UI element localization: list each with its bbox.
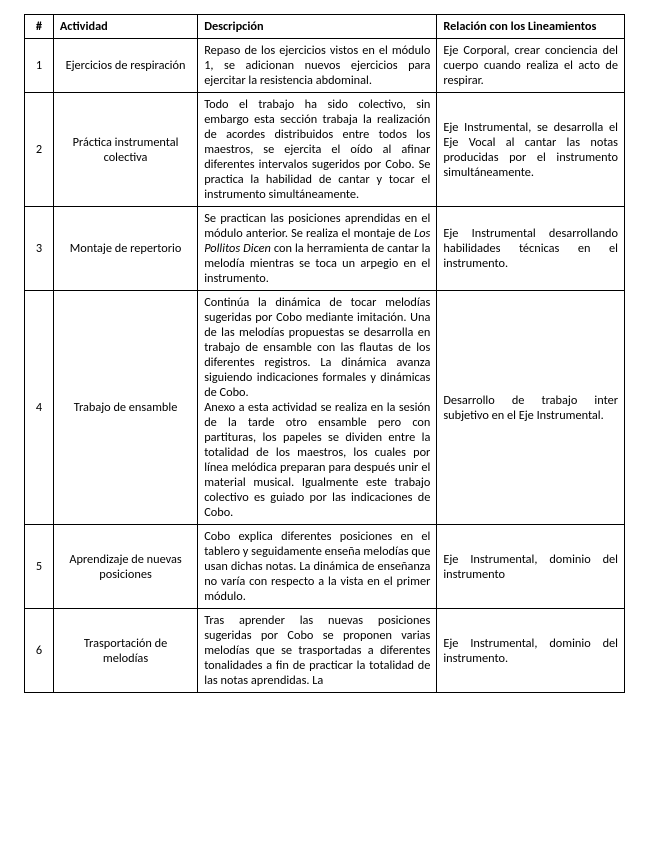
- cell-num: 2: [25, 93, 54, 207]
- cell-descripcion: Se practican las posiciones aprendidas e…: [198, 207, 437, 291]
- table-row: 5 Aprendizaje de nuevas posiciones Cobo …: [25, 525, 625, 609]
- desc-paragraph-2: Anexo a esta actividad se realiza en la …: [204, 400, 430, 520]
- cell-actividad: Aprendizaje de nuevas posiciones: [53, 525, 197, 609]
- cell-num: 6: [25, 609, 54, 693]
- cell-num: 1: [25, 39, 54, 93]
- cell-relacion: Eje Instrumental, dominio del instrument…: [437, 609, 625, 693]
- cell-actividad: Ejercicios de respiración: [53, 39, 197, 93]
- cell-num: 5: [25, 525, 54, 609]
- cell-num: 3: [25, 207, 54, 291]
- table-row: 2 Práctica instrumental colectiva Todo e…: [25, 93, 625, 207]
- cell-descripcion: Tras aprender las nuevas posiciones suge…: [198, 609, 437, 693]
- cell-relacion: Eje Instrumental, se desarrolla el Eje V…: [437, 93, 625, 207]
- cell-relacion: Eje Instrumental, dominio del instrument…: [437, 525, 625, 609]
- header-actividad: Actividad: [53, 15, 197, 39]
- cell-actividad: Montaje de repertorio: [53, 207, 197, 291]
- cell-descripcion: Cobo explica diferentes posiciones en el…: [198, 525, 437, 609]
- cell-relacion: Eje Corporal, crear conciencia del cuerp…: [437, 39, 625, 93]
- cell-descripcion: Todo el trabajo ha sido colectivo, sin e…: [198, 93, 437, 207]
- cell-actividad: Práctica instrumental colectiva: [53, 93, 197, 207]
- header-num: #: [25, 15, 54, 39]
- table-row: 4 Trabajo de ensamble Continúa la dinámi…: [25, 291, 625, 525]
- header-descripcion: Descripción: [198, 15, 437, 39]
- desc-paragraph-1: Continúa la dinámica de tocar melodías s…: [204, 295, 430, 400]
- header-relacion: Relación con los Lineamientos: [437, 15, 625, 39]
- cell-descripcion: Repaso de los ejercicios vistos en el mó…: [198, 39, 437, 93]
- table-row: 1 Ejercicios de respiración Repaso de lo…: [25, 39, 625, 93]
- cell-actividad: Trasportación de melodías: [53, 609, 197, 693]
- cell-actividad: Trabajo de ensamble: [53, 291, 197, 525]
- cell-relacion: Eje Instrumental desarrollando habilidad…: [437, 207, 625, 291]
- table-header-row: # Actividad Descripción Relación con los…: [25, 15, 625, 39]
- table-row: 3 Montaje de repertorio Se practican las…: [25, 207, 625, 291]
- cell-relacion: Desarrollo de trabajo inter subjetivo en…: [437, 291, 625, 525]
- desc-pre: Se practican las posiciones aprendidas e…: [204, 211, 430, 241]
- cell-descripcion: Continúa la dinámica de tocar melodías s…: [198, 291, 437, 525]
- table-row: 6 Trasportación de melodías Tras aprende…: [25, 609, 625, 693]
- cell-num: 4: [25, 291, 54, 525]
- activities-table: # Actividad Descripción Relación con los…: [24, 14, 625, 693]
